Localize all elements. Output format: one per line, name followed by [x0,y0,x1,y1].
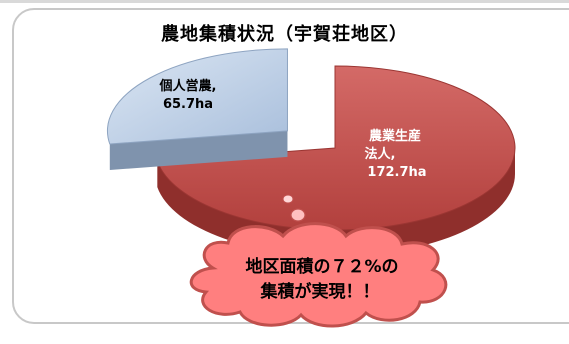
top-rule [0,0,569,3]
chart-title: 農地集積状況（宇賀荘地区） [161,24,408,45]
slice-label-large-name-2: 法人, [365,146,396,162]
slice-label-large-value: 172.7ha [367,165,426,180]
bubble-dot-medium [290,208,306,222]
callout-text-line2: 集積が実現！！ [260,281,380,302]
pie-slice-small-top [107,48,288,145]
cloud-callout: 地区面積の７２%の 集積が実現！！ [189,222,448,328]
pie-slice-small-side [109,130,288,171]
cloud-callout-shape [189,222,448,328]
callout-text-line1: 地区面積の７２%の [245,256,398,277]
slice-label-small-name: 個人営農, [159,78,217,94]
slice-label-small-value: 65.7ha [163,97,213,112]
bubble-dot-small [282,194,294,204]
pie-slice-large-top [156,65,516,231]
pie-slice-small [107,48,288,171]
slice-label-large-name-1: 農業生産 [369,128,421,144]
